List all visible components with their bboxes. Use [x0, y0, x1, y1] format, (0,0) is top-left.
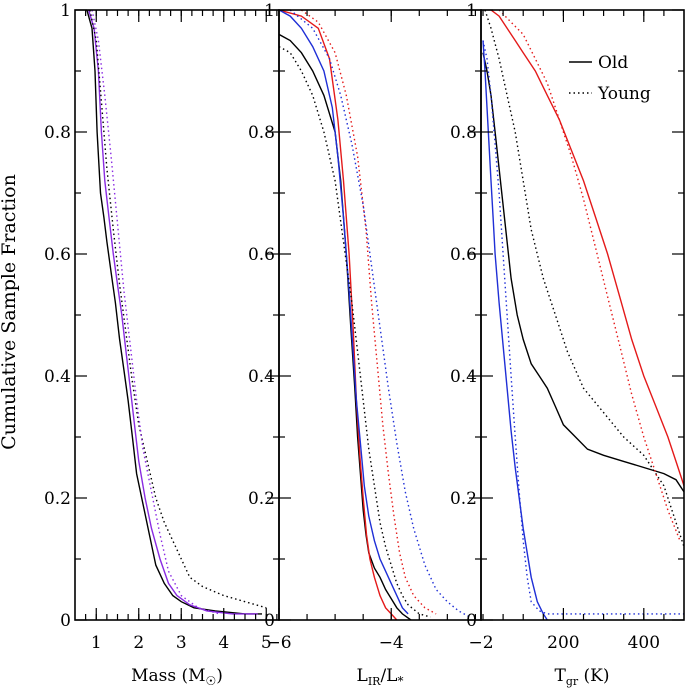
- panel-mass-series: [86, 10, 267, 615]
- panel-lir-xlabel: LIR/L*: [357, 666, 404, 688]
- legend: Old Young: [569, 53, 651, 104]
- ytick-label-lir-4: 0.8: [248, 123, 275, 143]
- xtick-label-tgr-0: 200: [547, 633, 579, 653]
- panel-tgr-edge-tick-label: −2: [468, 633, 493, 653]
- panel-mass-ticks: 0 0.2 0.4 0.6 0.8 1 1 2 3 4 5: [44, 1, 279, 653]
- xtick-label-lir-0: −6: [266, 633, 291, 653]
- xtick-label-mass-1: 2: [133, 633, 144, 653]
- ytick-label-tgr-0: 0: [466, 611, 477, 631]
- panel-mass-xlabel: Mass (M☉): [131, 666, 223, 688]
- legend-old-label: Old: [598, 53, 628, 73]
- legend-young-label: Young: [597, 84, 651, 104]
- xtick-label-tgr-1: 400: [628, 633, 660, 653]
- series-mass-old-black-line: [86, 10, 262, 615]
- ytick-label-mass-2: 0.4: [44, 367, 71, 387]
- panel-tgr-ticks: 0 0.2 0.4 0.6 0.8 1 200 400: [450, 1, 684, 653]
- panel-mass-frame: [74, 9, 280, 621]
- panel-tgr-series: [482, 10, 684, 620]
- panel-lir-series: [279, 10, 471, 620]
- ytick-label-tgr-4: 0.8: [450, 123, 477, 143]
- panel-tgr: 0 0.2 0.4 0.6 0.8 1 200 400 Tgr (K) −2: [450, 1, 685, 688]
- series-mass-young-black-line: [89, 10, 267, 609]
- series-lir-old-blue-line: [279, 10, 409, 615]
- ytick-label-lir-0: 0: [264, 611, 275, 631]
- panel-lir-frame: [278, 9, 482, 621]
- ytick-label-lir-2: 0.4: [248, 367, 275, 387]
- ytick-label-mass-3: 0.6: [44, 245, 71, 265]
- series-lir-young-red-line: [300, 10, 437, 615]
- xtick-label-mass-2: 3: [176, 633, 187, 653]
- series-lir-old-black-line: [279, 33, 412, 620]
- series-mass-old-purple-line: [87, 10, 258, 615]
- series-tgr-young-red-line: [498, 10, 681, 541]
- panel-tgr-xlabel: Tgr (K): [554, 666, 609, 688]
- ytick-label-mass-4: 0.8: [44, 123, 71, 143]
- ytick-label-lir-1: 0.2: [248, 489, 275, 509]
- ytick-label-lir-5: 1: [264, 1, 275, 21]
- ytick-label-mass-5: 1: [60, 1, 71, 21]
- xtick-label-mass-3: 4: [218, 633, 229, 653]
- series-tgr-old-red-line: [490, 10, 684, 487]
- panel-tgr-frame: [480, 9, 685, 621]
- ytick-label-tgr-3: 0.6: [450, 245, 477, 265]
- xtick-label-mass-0: 1: [91, 633, 102, 653]
- ytick-label-tgr-5: 1: [466, 1, 477, 21]
- series-tgr-old-black-line: [482, 52, 684, 493]
- ytick-label-mass-1: 0.2: [44, 489, 71, 509]
- series-tgr-young-blue-line: [482, 40, 684, 615]
- panel-lir: 0 0.2 0.4 0.6 0.8 1 −6 −4 LIR/L*: [248, 1, 482, 688]
- ytick-label-tgr-1: 0.2: [450, 489, 477, 509]
- series-lir-young-black-line: [279, 45, 431, 618]
- panel-lir-ticks: 0 0.2 0.4 0.6 0.8 1 −6 −4: [248, 1, 481, 653]
- xtick-label-mass-4: 5: [261, 633, 272, 653]
- series-lir-old-red-line: [279, 10, 398, 620]
- panel-mass: 0 0.2 0.4 0.6 0.8 1 1 2 3 4 5 Mass (M☉): [44, 1, 280, 688]
- ytick-label-lir-3: 0.6: [248, 245, 275, 265]
- ytick-label-tgr-2: 0.4: [450, 367, 477, 387]
- ytick-label-mass-0: 0: [60, 611, 71, 631]
- series-tgr-young-black-line: [484, 10, 684, 548]
- y-axis-label: Cumulative Sample Fraction: [0, 174, 20, 450]
- series-tgr-old-blue-line: [482, 40, 548, 620]
- series-mass-young-purple-line: [91, 10, 220, 615]
- series-lir-young-blue-line: [289, 10, 471, 618]
- xtick-label-lir-1: −4: [379, 633, 404, 653]
